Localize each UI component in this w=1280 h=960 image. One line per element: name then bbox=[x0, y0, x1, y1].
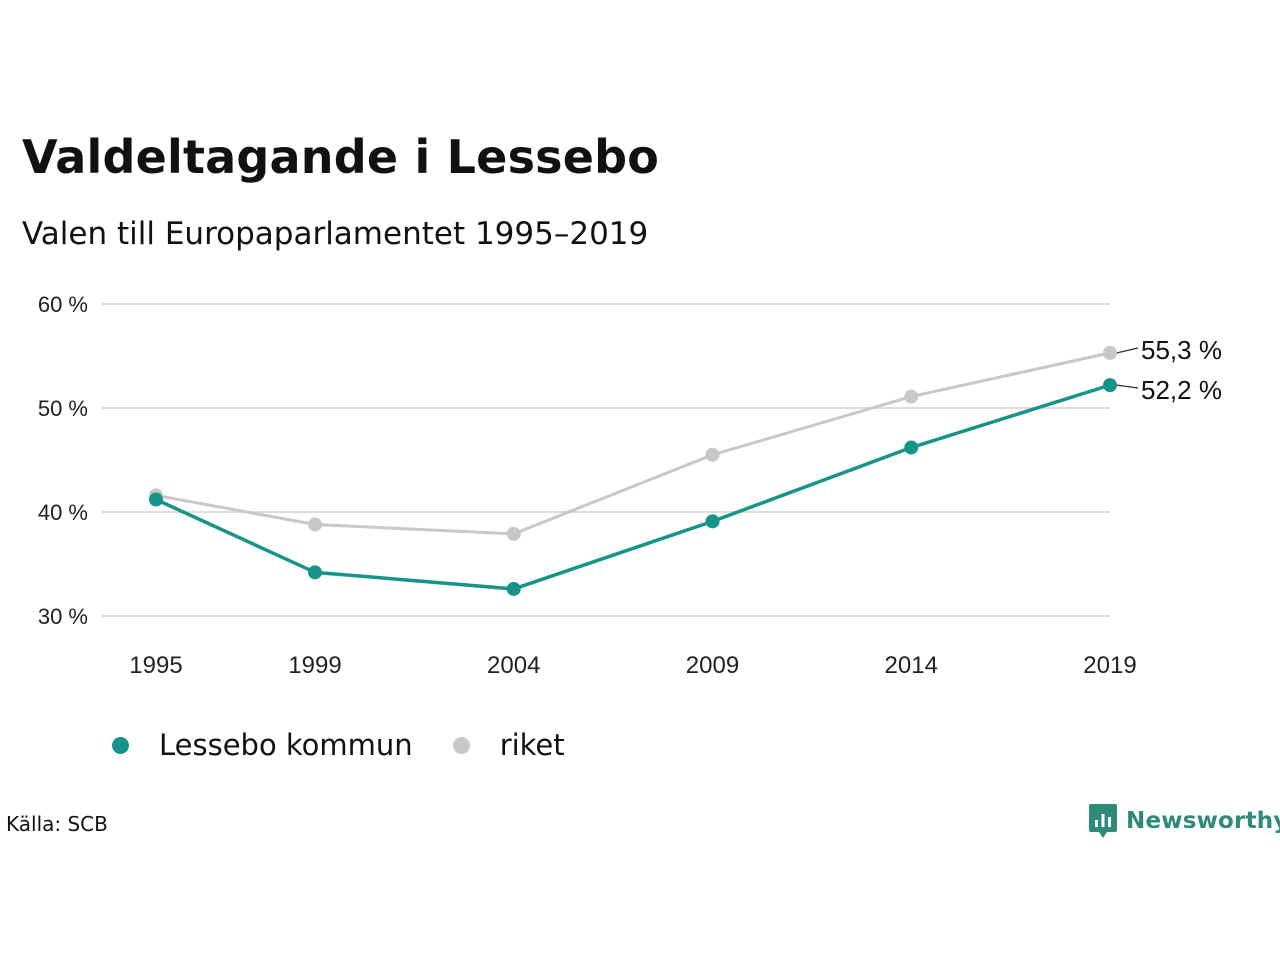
chart-title: Valdeltagande i Lessebo bbox=[22, 130, 660, 184]
series-line-lessebo bbox=[155, 383, 1111, 591]
x-tick-label: 1999 bbox=[288, 652, 341, 679]
brand-logo: Newsworthy bbox=[1088, 803, 1280, 839]
data-point-lessebo bbox=[705, 514, 720, 529]
data-point-lessebo bbox=[506, 581, 521, 596]
end-label-lessebo: 52,2 % bbox=[1141, 375, 1222, 405]
data-point-lessebo bbox=[308, 565, 322, 580]
newsworthy-logo-icon bbox=[1089, 804, 1117, 838]
line-chart: 30 % 40 % 50 % 60 % 1995 1999 2004 2009 2014 2019… bbox=[38, 292, 1222, 679]
series-line-riket bbox=[155, 351, 1111, 536]
y-tick-label: 30 % bbox=[38, 604, 88, 629]
data-point-riket bbox=[1103, 345, 1117, 360]
legend-marker-lessebo bbox=[112, 736, 129, 754]
data-point-lessebo bbox=[149, 492, 163, 507]
y-tick-label: 40 % bbox=[38, 500, 88, 525]
x-tick-label: 2004 bbox=[487, 652, 540, 679]
x-tick-label: 2019 bbox=[1083, 652, 1136, 679]
source-note: Källa: SCB bbox=[6, 812, 108, 836]
end-label-riket: 55,3 % bbox=[1141, 335, 1222, 365]
data-point-riket bbox=[308, 517, 322, 532]
x-tick-label: 1995 bbox=[129, 652, 182, 679]
legend-label-riket: riket bbox=[499, 728, 565, 762]
data-point-riket bbox=[506, 526, 521, 541]
x-tick-label: 2009 bbox=[686, 652, 739, 679]
legend-item-lessebo: Lessebo kommun bbox=[112, 728, 413, 762]
legend-item-riket: riket bbox=[452, 728, 565, 762]
legend: Lessebo kommun riket bbox=[112, 728, 605, 762]
data-point-riket bbox=[705, 447, 720, 462]
data-point-lessebo bbox=[1103, 378, 1117, 393]
brand-name: Newsworthy bbox=[1126, 808, 1280, 834]
chart-subtitle: Valen till Europaparlamentet 1995–2019 bbox=[22, 216, 649, 252]
legend-marker-riket bbox=[452, 736, 470, 754]
legend-label-lessebo: Lessebo kommun bbox=[159, 728, 413, 762]
y-tick-label: 60 % bbox=[38, 292, 88, 317]
x-tick-label: 2014 bbox=[885, 652, 938, 679]
data-point-lessebo bbox=[904, 440, 919, 455]
end-label-leader-lessebo bbox=[1116, 384, 1139, 389]
data-point-riket bbox=[904, 389, 919, 404]
end-label-leader-riket bbox=[1116, 347, 1139, 354]
y-tick-label: 50 % bbox=[38, 396, 88, 421]
